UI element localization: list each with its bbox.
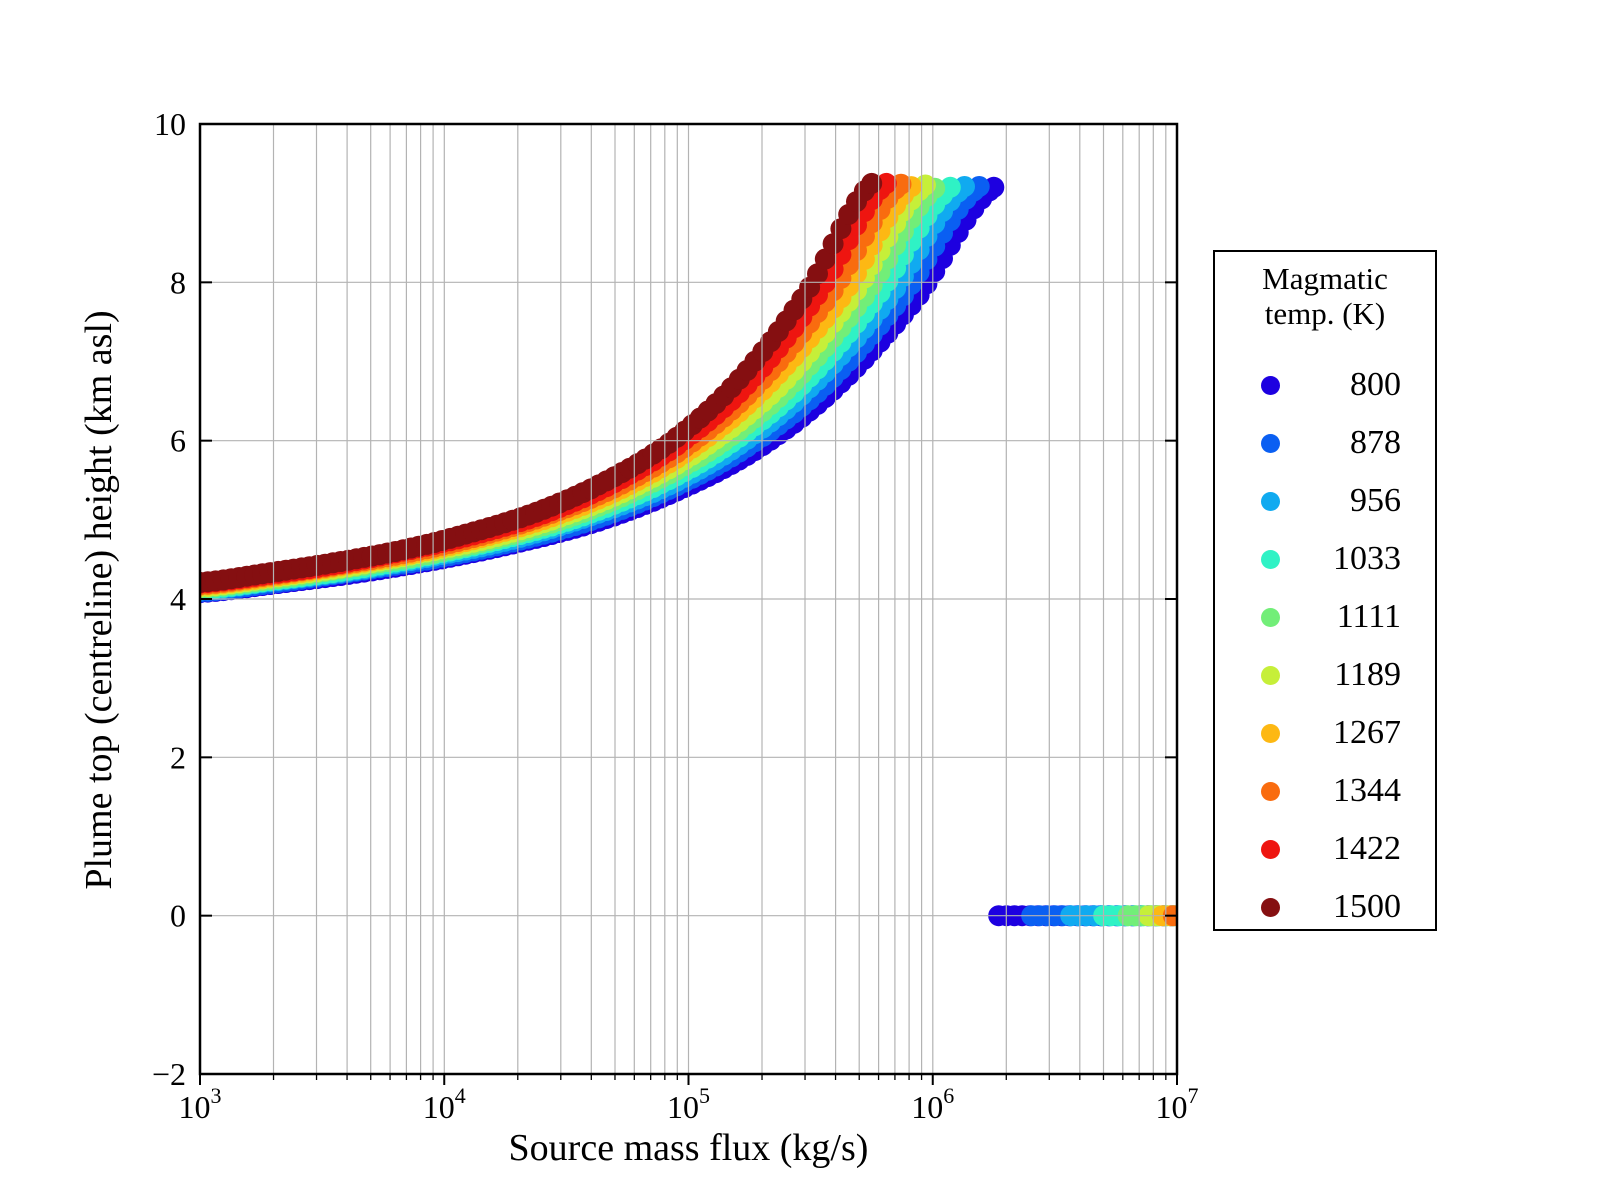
legend-swatch-icon	[1261, 433, 1280, 453]
legend-swatch-icon	[1261, 665, 1280, 685]
legend-swatch-icon	[1261, 781, 1280, 801]
svg-text:10: 10	[154, 106, 186, 142]
legend-entry-1344: 1344	[1215, 762, 1435, 820]
legend-entry-label: 1344	[1333, 772, 1401, 809]
legend-entry-878: 878	[1215, 414, 1435, 472]
legend-entry-1267: 1267	[1215, 704, 1435, 762]
legend-entry-800: 800	[1215, 356, 1435, 414]
x-axis-label: Source mass flux (kg/s)	[508, 1127, 869, 1169]
legend-entries: 800 878 956 1033 1111 1189 1267 1344 1422 1500	[1215, 356, 1435, 936]
svg-text:−2: −2	[152, 1056, 186, 1092]
legend-title-line1: Magmatic	[1262, 261, 1388, 296]
legend-entry-label: 1111	[1336, 598, 1401, 635]
legend-title: Magmatic temp. (K)	[1215, 261, 1435, 331]
legend-box: Magmatic temp. (K) 800 878 956 1033 1111 1189…	[1213, 250, 1437, 931]
legend-swatch-icon	[1261, 491, 1280, 511]
svg-text:2: 2	[170, 739, 186, 775]
legend-entry-label: 1189	[1334, 656, 1401, 693]
y-axis-label: Plume top (centreline) height (km asl)	[78, 310, 120, 890]
svg-text:107: 107	[1156, 1083, 1199, 1125]
legend-swatch-icon	[1261, 839, 1280, 859]
legend-entry-label: 1422	[1333, 830, 1401, 867]
legend-entry-label: 956	[1350, 482, 1401, 519]
axis-ticks	[199, 281, 1178, 1085]
legend-entry-label: 1267	[1333, 714, 1401, 751]
svg-text:0: 0	[170, 898, 186, 934]
legend-swatch-icon	[1261, 897, 1280, 917]
plot-gridlines	[200, 124, 1177, 1074]
legend-entry-label: 800	[1350, 366, 1401, 403]
svg-text:105: 105	[667, 1083, 710, 1125]
y-tick-labels: 10 8 6 4 2 0 −2	[152, 106, 186, 1092]
legend-entry-1500: 1500	[1215, 878, 1435, 936]
scatter-points	[200, 172, 1177, 927]
svg-text:4: 4	[170, 581, 186, 617]
svg-text:104: 104	[423, 1083, 466, 1125]
series-1189	[200, 174, 1177, 927]
svg-text:6: 6	[170, 423, 186, 459]
svg-text:8: 8	[170, 264, 186, 300]
legend-entry-label: 1033	[1333, 540, 1401, 577]
svg-text:106: 106	[911, 1083, 954, 1125]
legend-entry-1422: 1422	[1215, 820, 1435, 878]
series-1344	[200, 173, 1177, 927]
legend-entry-1033: 1033	[1215, 530, 1435, 588]
x-tick-labels: 103 104 105 106 107	[179, 1083, 1199, 1125]
svg-text:103: 103	[179, 1083, 222, 1125]
legend-entry-label: 1500	[1333, 888, 1401, 925]
legend-entry-label: 878	[1350, 424, 1401, 461]
legend-entry-1189: 1189	[1215, 646, 1435, 704]
legend-swatch-icon	[1261, 375, 1280, 395]
legend-swatch-icon	[1261, 723, 1280, 743]
legend-title-line2: temp. (K)	[1264, 296, 1386, 331]
series-1500	[200, 172, 883, 593]
legend-entry-956: 956	[1215, 472, 1435, 530]
legend-entry-1111: 1111	[1215, 588, 1435, 646]
legend-swatch-icon	[1261, 607, 1280, 627]
legend-swatch-icon	[1261, 549, 1280, 569]
